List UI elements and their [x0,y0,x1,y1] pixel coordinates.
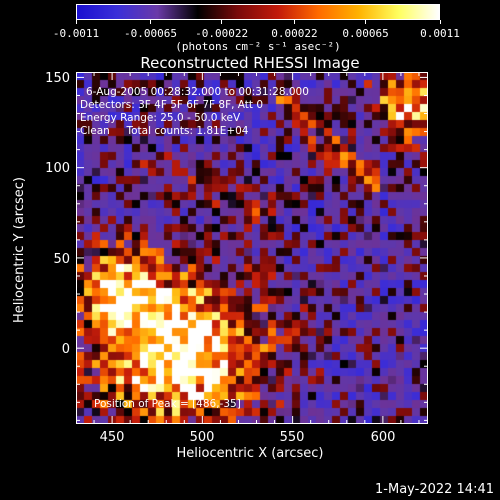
info-clean-counts: Clean Total counts: 1.81E+04 [80,125,249,137]
y-tick-label: 50 [53,252,70,267]
x-tick-label: 500 [189,430,215,445]
y-tick-label: 100 [45,161,70,176]
colorbar-tick [149,20,151,24]
x-tick-label: 450 [99,430,125,445]
colorbar-tick-label: 0.00065 [342,27,389,40]
colorbar-unit-label: (photons cm⁻² s⁻¹ asec⁻²) [175,40,341,53]
y-axis-label: Heliocentric Y (arcsec) [12,177,27,323]
colorbar-tick-label: -0.00022 [195,27,249,40]
x-tick-label: 600 [370,430,396,445]
colorbar-tick [75,20,77,24]
y-tick-label: 0 [61,342,70,357]
colorbar-tick [221,20,223,24]
rhessi-image-heatmap [76,72,428,424]
plot-title: Reconstructed RHESSI Image [140,54,360,72]
colorbar-tick [293,20,295,24]
colorbar-tick-label: -0.0011 [52,27,100,40]
info-time-range: 6-Aug-2005 00:28:32.000 to 00:31:28.000 [86,86,309,98]
colorbar-tick-label: -0.00065 [123,27,177,40]
info-energy-range: Energy Range: 25.0 - 50.0 keV [80,112,241,124]
colorbar-tick-label: 0.00022 [271,27,318,40]
colorbar-tick-label: 0.0011 [420,27,460,40]
y-tick-label: 150 [45,71,70,86]
colorbar-tick [365,20,367,24]
info-detectors: Detectors: 3F 4F 5F 6F 7F 8F, Att 0 [80,99,264,111]
x-tick-label: 550 [279,430,305,445]
plot-timestamp: 1-May-2022 14:41 [375,482,494,497]
colorbar [76,4,440,20]
info-peak-position: Position of Peak = [486,-35] [94,398,241,410]
x-axis-label: Heliocentric X (arcsec) [176,446,324,461]
colorbar-tick [439,20,441,24]
